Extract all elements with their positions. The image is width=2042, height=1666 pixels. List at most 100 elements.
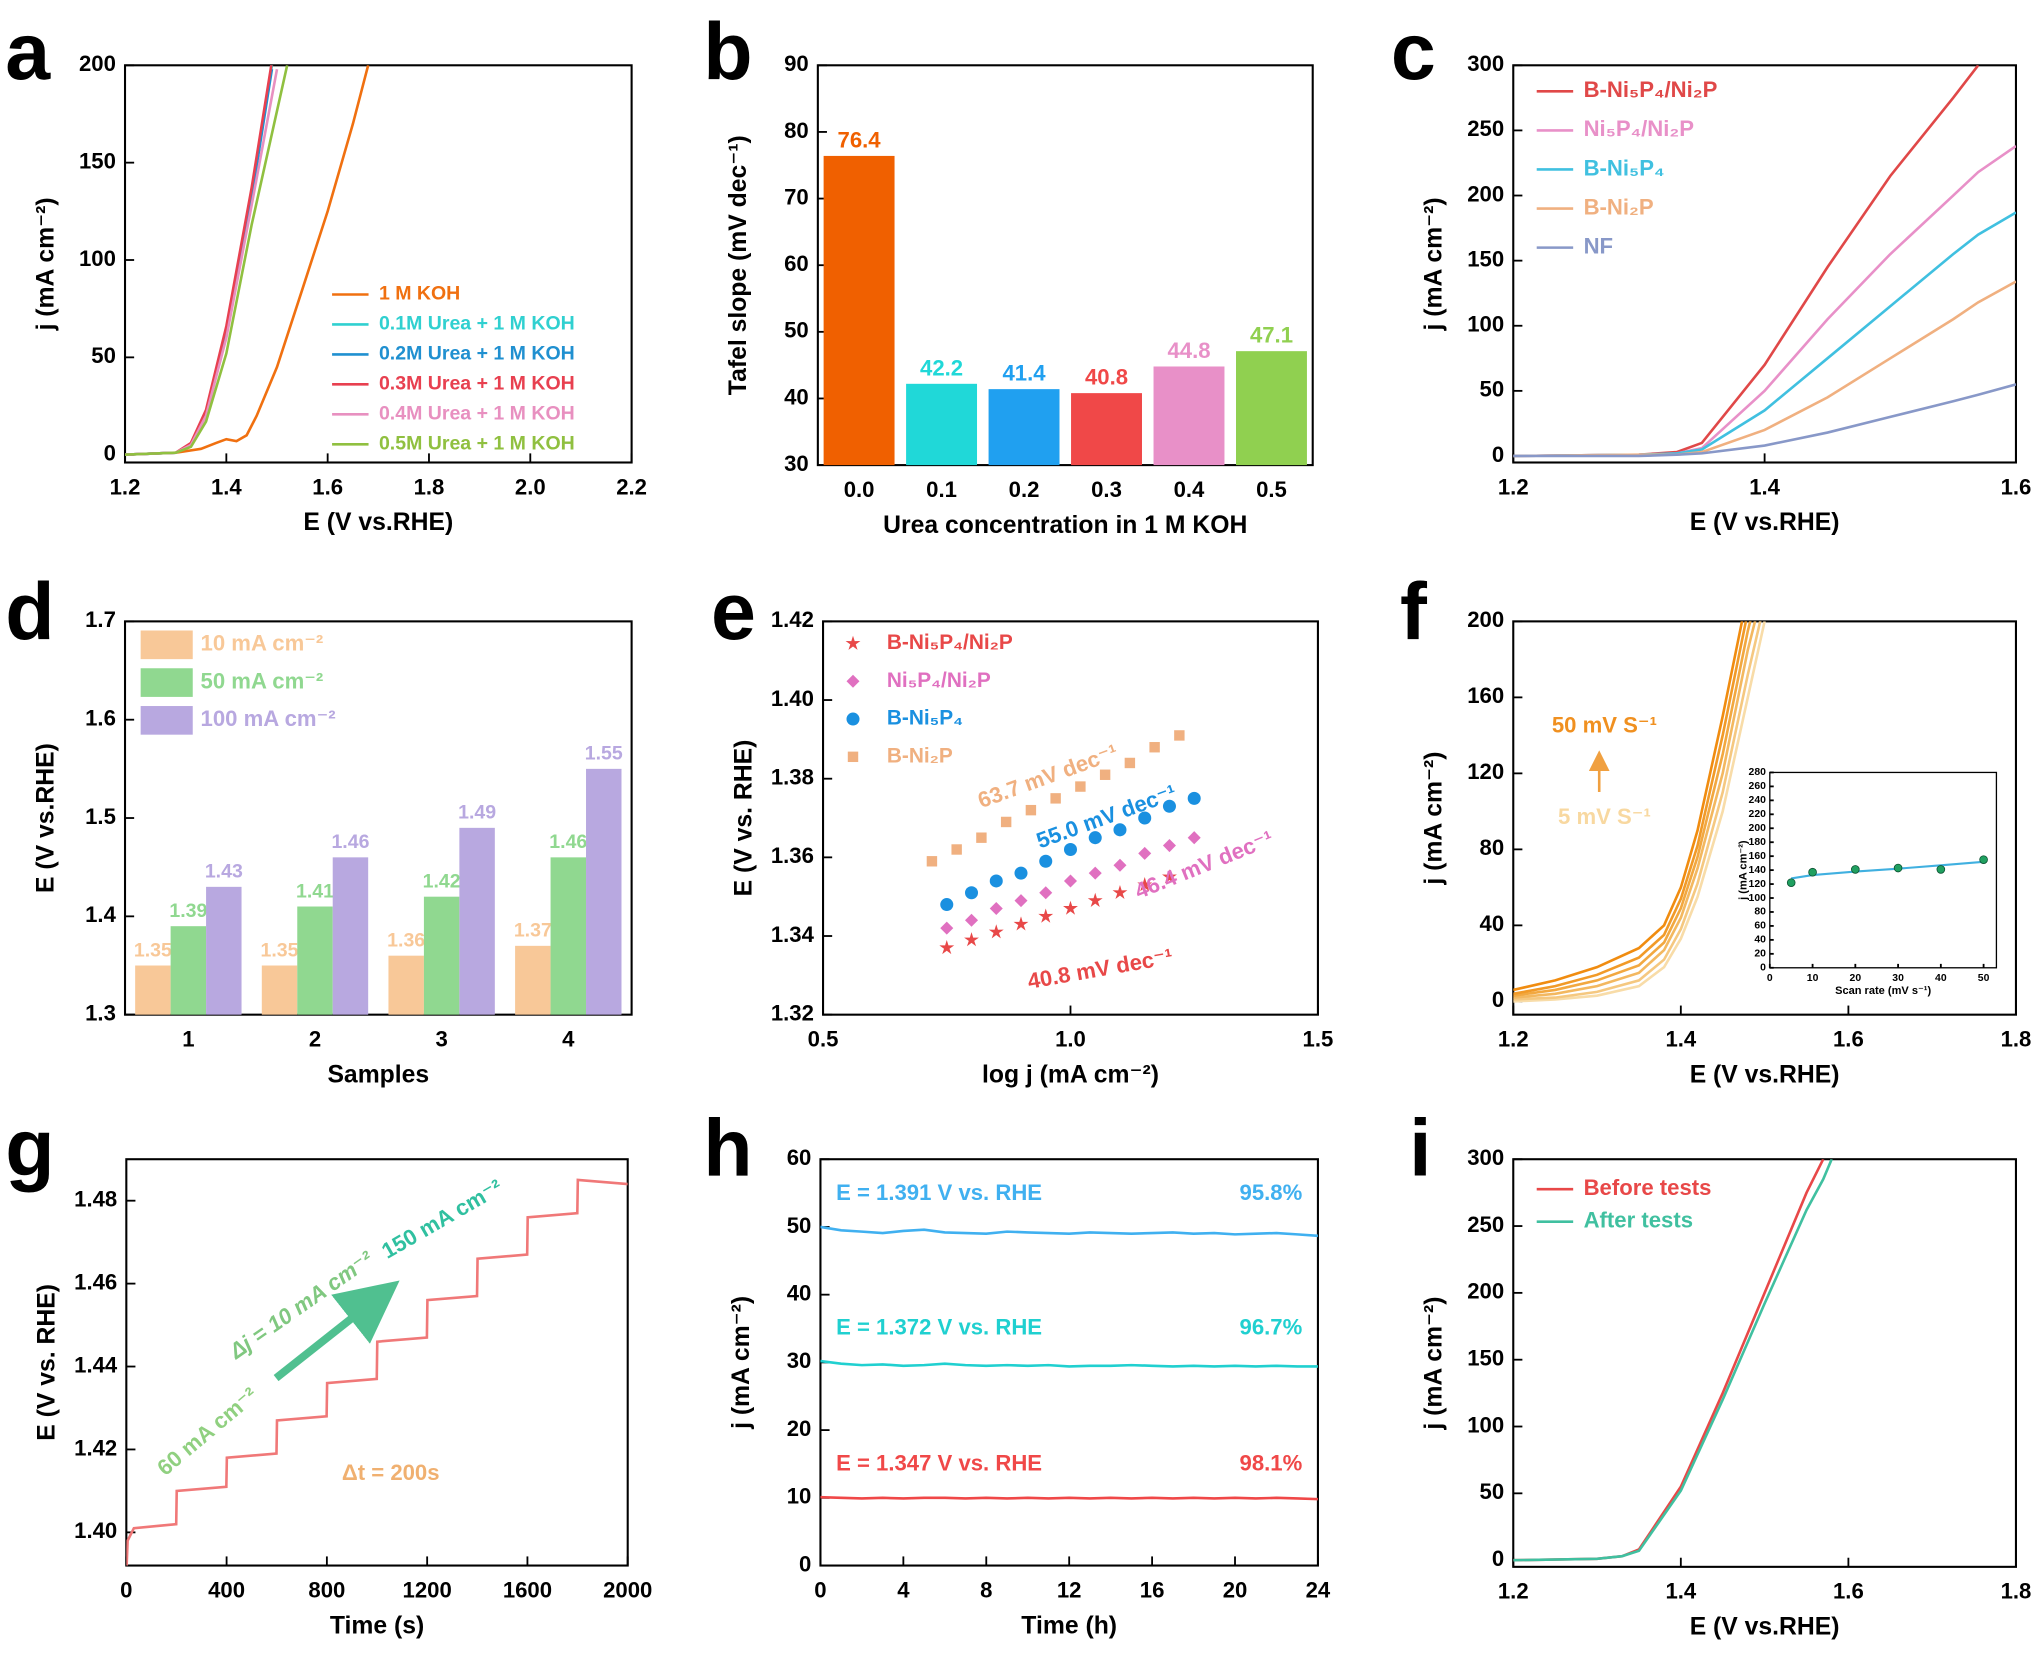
y-tick-label: 20 <box>1754 949 1766 960</box>
y-tick-label: 70 <box>784 184 809 209</box>
y-tick-label: 60 <box>784 251 809 276</box>
data-point <box>1014 894 1028 908</box>
y-tick-label: 100 <box>1749 893 1767 904</box>
arrow <box>273 1280 400 1382</box>
legend-label: 0.4M Urea + 1 M KOH <box>379 402 575 424</box>
x-tick-label: 1.8 <box>414 474 445 499</box>
y-tick-label: 0 <box>104 441 116 466</box>
y-tick-label: 10 <box>787 1484 812 1509</box>
y-tick-label: 1.5 <box>85 804 116 829</box>
data-line <box>1513 621 1744 992</box>
y-axis-label: E (V vs.RHE) <box>32 743 59 893</box>
x-axis-label: E (V vs.RHE) <box>1690 1061 1840 1088</box>
legend-marker <box>846 674 860 688</box>
y-tick-label: 1.44 <box>74 1352 118 1377</box>
retention-label: 95.8% <box>1240 1180 1303 1205</box>
data-point <box>1162 799 1176 813</box>
legend-label: Ni₅P₄/Ni₂P <box>1584 116 1694 141</box>
y-tick-label: 200 <box>79 51 116 76</box>
plot-frame <box>123 64 633 464</box>
y-tick-label: 40 <box>1754 935 1766 946</box>
data-point <box>1087 892 1103 907</box>
data-point <box>1124 757 1136 769</box>
legend-label: B-Ni₅P₄/Ni₂P <box>1584 77 1718 102</box>
legend-label: 0.1M Urea + 1 M KOH <box>379 313 575 335</box>
legend-label: After tests <box>1584 1208 1693 1233</box>
bar-value-label: 42.2 <box>920 355 963 380</box>
x-tick-label: 1.4 <box>211 474 242 499</box>
bar <box>297 906 333 1015</box>
x-tick-label: 30 <box>1892 973 1904 984</box>
legend-label: 0.3M Urea + 1 M KOH <box>379 373 575 395</box>
x-tick-label: 1.2 <box>1498 474 1529 499</box>
legend-label: Ni₅P₄/Ni₂P <box>887 669 991 692</box>
legend-swatch <box>140 630 193 660</box>
data-line <box>125 68 279 456</box>
data-point <box>976 832 987 843</box>
retention-label: 98.1% <box>1240 1450 1303 1475</box>
x-tick-label: 1.6 <box>1833 1027 1864 1052</box>
bar-value-label: 1.35 <box>134 939 172 961</box>
y-tick-label: 300 <box>1467 51 1504 76</box>
y-tick-label: 1.6 <box>85 706 116 731</box>
legend-label: 0.2M Urea + 1 M KOH <box>379 343 575 365</box>
x-tick-label: 1.6 <box>2001 474 2032 499</box>
y-tick-label: 60 <box>787 1145 812 1170</box>
x-tick-label: 1.0 <box>1055 1027 1086 1052</box>
data-point <box>989 874 1003 888</box>
data-point <box>1014 866 1028 880</box>
y-tick-label: 280 <box>1749 767 1767 778</box>
x-tick-label: 0.3 <box>1091 477 1122 502</box>
bar-value-label: 1.41 <box>296 880 334 902</box>
y-tick-label: 1.42 <box>771 607 814 632</box>
y-tick-label: 0 <box>1760 963 1766 974</box>
x-axis-label: E (V vs.RHE) <box>1690 509 1840 536</box>
bar-value-label: 44.8 <box>1167 338 1210 363</box>
bar <box>332 857 369 1015</box>
x-tick-label: 800 <box>308 1577 345 1602</box>
y-tick-label: 1.3 <box>85 1001 116 1026</box>
annotation: Δt = 200s <box>342 1460 440 1485</box>
y-tick-label: 1.32 <box>771 1001 814 1026</box>
data-point <box>1088 831 1102 845</box>
data-point <box>1063 900 1078 915</box>
bar <box>170 926 207 1015</box>
legend-label: 10 mA cm⁻² <box>201 631 324 656</box>
data-point <box>1038 908 1054 923</box>
y-tick-label: 180 <box>1749 837 1767 848</box>
bar <box>823 155 895 466</box>
data-point <box>1137 877 1153 892</box>
x-tick-label: 1.2 <box>1498 1027 1529 1052</box>
y-tick-label: 80 <box>1480 835 1505 860</box>
legend-label: B-Ni₂P <box>887 744 953 767</box>
x-tick-label: 2 <box>309 1027 321 1052</box>
y-tick-label: 240 <box>1749 795 1767 806</box>
y-tick-label: 40 <box>787 1281 812 1306</box>
data-point <box>1039 854 1053 868</box>
x-tick-label: 2.2 <box>616 474 647 499</box>
legend-label: B-Ni₅P₄ <box>887 707 963 730</box>
plot-frame <box>125 1158 629 1567</box>
data-point <box>1113 823 1127 837</box>
data-point <box>940 898 954 912</box>
y-tick-label: 1.7 <box>85 607 116 632</box>
bar <box>1071 393 1142 466</box>
data-point <box>964 932 979 947</box>
y-tick-label: 200 <box>1467 181 1504 206</box>
x-tick-label: 3 <box>435 1027 447 1052</box>
annotation: 46.4 mV dec⁻¹ <box>1131 826 1277 904</box>
data-point <box>988 924 1004 939</box>
data-line <box>1513 383 2016 458</box>
data-line <box>820 1225 1318 1238</box>
y-tick-label: 1.4 <box>85 902 116 927</box>
data-point <box>1162 839 1176 853</box>
y-tick-label: 0 <box>799 1551 811 1576</box>
x-tick-label: 0 <box>120 1577 132 1602</box>
x-tick-label: 1.2 <box>110 474 141 499</box>
data-point <box>1979 855 1988 864</box>
bar <box>1153 366 1225 466</box>
bar-value-label: 1.42 <box>423 871 461 893</box>
legend-label: B-Ni₅P₄ <box>1584 155 1665 180</box>
legend-label: B-Ni₂P <box>1584 194 1654 219</box>
